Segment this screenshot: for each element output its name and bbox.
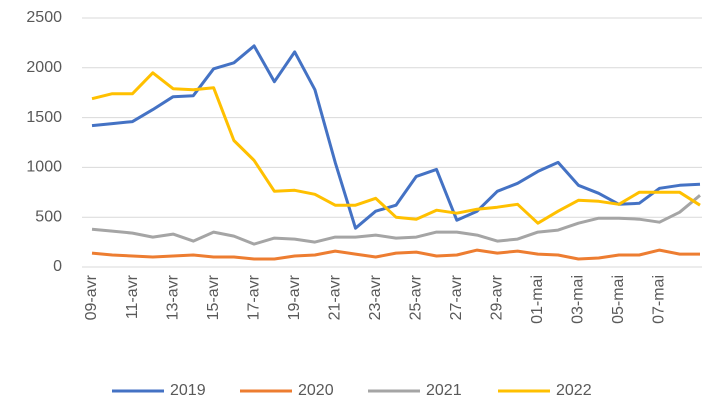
x-tick-label: 21-avr — [326, 274, 343, 320]
x-tick-label: 05-mai — [610, 275, 627, 324]
x-tick-label: 13-avr — [164, 274, 181, 320]
x-tick-label: 19-avr — [286, 274, 303, 320]
x-tick-label: 27-avr — [448, 274, 465, 320]
y-tick-label: 0 — [53, 258, 62, 275]
legend-label: 2022 — [556, 382, 592, 399]
legend-label: 2020 — [298, 382, 334, 399]
x-tick-label: 01-mai — [529, 275, 546, 324]
legend-label: 2021 — [426, 382, 462, 399]
y-tick-label: 1000 — [26, 159, 62, 176]
y-tick-label: 500 — [35, 208, 62, 225]
y-tick-label: 1500 — [26, 109, 62, 126]
legend-label: 2019 — [170, 382, 206, 399]
series-line — [91, 44, 701, 230]
x-tick-label: 15-avr — [205, 274, 222, 320]
x-tick-label: 07-mai — [651, 275, 668, 324]
series-line — [91, 248, 700, 261]
x-tick-label: 09-avr — [83, 274, 100, 320]
y-tick-label: 2500 — [26, 9, 62, 26]
x-tick-label: 25-avr — [407, 274, 424, 320]
x-tick-label: 11-avr — [124, 274, 141, 319]
series-line — [91, 71, 701, 225]
x-tick-label: 29-avr — [489, 274, 506, 320]
x-tick-label: 03-mai — [570, 275, 587, 324]
x-tick-label: 17-avr — [245, 274, 262, 320]
x-tick-label: 23-avr — [367, 274, 384, 320]
y-tick-label: 2000 — [26, 59, 62, 76]
series-line — [91, 194, 701, 246]
